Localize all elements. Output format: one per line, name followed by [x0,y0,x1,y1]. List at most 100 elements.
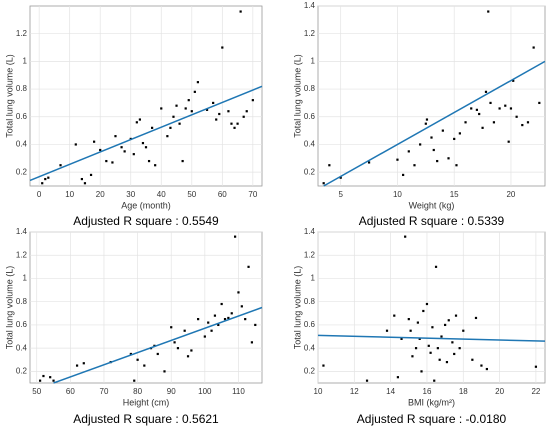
point [453,137,456,141]
point [402,173,405,177]
point [196,81,199,84]
x-tick-label: 100 [198,387,212,396]
point [474,316,478,320]
point [217,323,220,327]
point [147,159,151,163]
point [173,341,176,344]
point [458,347,461,350]
point [183,329,186,332]
y-tick-label: 1.2 [16,250,28,259]
y-tick-label: 0.6 [304,320,316,329]
y-axis-label: Total lung volume (L) [292,266,302,350]
point [339,176,342,179]
plot-area [317,231,546,384]
x-tick-label: 60 [218,190,227,199]
trend-line [53,306,263,384]
point [416,321,419,324]
point [237,291,240,294]
point [455,164,458,167]
y-tick-label: 0.2 [16,366,28,375]
point [393,314,396,317]
point [160,107,163,110]
point [215,118,218,121]
y-tick-label: 1 [311,274,316,283]
point [170,326,173,329]
point [404,235,407,238]
point [205,108,209,111]
plot-area [29,231,263,384]
point [221,46,224,49]
point [44,177,47,181]
x-tick-label: 12 [350,387,359,396]
point [427,344,430,347]
point [433,379,436,382]
point [129,352,132,356]
point [504,104,507,107]
x-tick-label: 15 [450,190,459,199]
point [429,351,432,354]
x-tick-label: 70 [100,387,109,396]
y-tick-label: 0.4 [16,140,28,149]
point [247,265,250,268]
y-tick-label: 0.6 [304,112,316,121]
trend-line [317,334,546,342]
point [47,176,50,179]
point [151,126,154,129]
x-tick-label: 50 [32,387,41,396]
point [396,158,399,161]
point [176,347,180,350]
point [487,10,490,13]
point [138,118,141,121]
point [133,379,136,382]
point [227,110,230,113]
point [172,115,175,118]
point [59,164,62,167]
point [440,335,443,338]
y-tick-label: 1 [23,56,28,65]
point [419,143,422,146]
y-tick-label: 0.4 [304,140,316,149]
point [451,341,454,344]
x-axis-label: Height (cm) [123,397,170,407]
point [186,355,190,358]
point [436,347,439,350]
trend-line [29,85,263,182]
y-tick-label: 0.6 [16,112,28,121]
point [80,177,83,181]
x-tick-label: 70 [248,190,257,199]
point [181,159,184,163]
point [210,329,213,332]
point [515,115,518,118]
y-tick-label: 1.4 [304,227,316,236]
point [111,161,114,164]
point [425,118,429,121]
point [169,126,172,129]
point [458,132,461,135]
point [135,121,138,124]
point [203,335,206,338]
point [239,10,242,13]
point [441,129,444,132]
point [328,164,331,167]
point [105,159,108,163]
point [430,136,433,139]
point [485,367,488,371]
y-tick-label: 1 [311,56,316,65]
y-tick-label: 0.2 [304,366,316,375]
point [190,349,193,352]
point [218,112,221,116]
y-tick-label: 1.2 [304,250,316,259]
point [197,318,200,321]
point [156,352,159,356]
point [190,110,193,113]
point [163,370,166,373]
y-tick-label: 1.2 [16,29,28,38]
y-tick-label: 0.8 [304,84,316,93]
point [526,121,530,124]
point [521,123,524,127]
x-tick-label: 18 [459,387,468,396]
point [396,376,400,379]
point [114,135,117,138]
x-tick-label: 10 [314,387,323,396]
